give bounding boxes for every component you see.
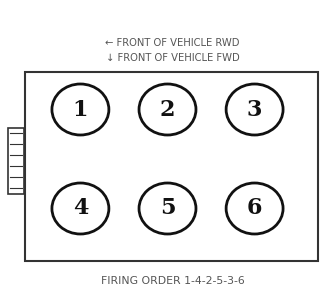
- Circle shape: [52, 84, 109, 135]
- Bar: [25, 72, 318, 261]
- Text: 5: 5: [160, 197, 175, 220]
- Circle shape: [52, 183, 109, 234]
- Text: 3: 3: [247, 98, 262, 121]
- Text: 6: 6: [247, 197, 262, 220]
- Circle shape: [226, 183, 283, 234]
- Circle shape: [139, 183, 196, 234]
- Text: 4: 4: [73, 197, 88, 220]
- Circle shape: [226, 84, 283, 135]
- Text: FIRING ORDER 1-4-2-5-3-6: FIRING ORDER 1-4-2-5-3-6: [100, 275, 245, 286]
- Circle shape: [139, 84, 196, 135]
- Text: ← FRONT OF VEHICLE RWD: ← FRONT OF VEHICLE RWD: [105, 38, 240, 49]
- Bar: [8, 128, 24, 194]
- Text: 2: 2: [160, 98, 175, 121]
- Text: ↓ FRONT OF VEHICLE FWD: ↓ FRONT OF VEHICLE FWD: [106, 52, 240, 63]
- Text: 1: 1: [73, 98, 88, 121]
